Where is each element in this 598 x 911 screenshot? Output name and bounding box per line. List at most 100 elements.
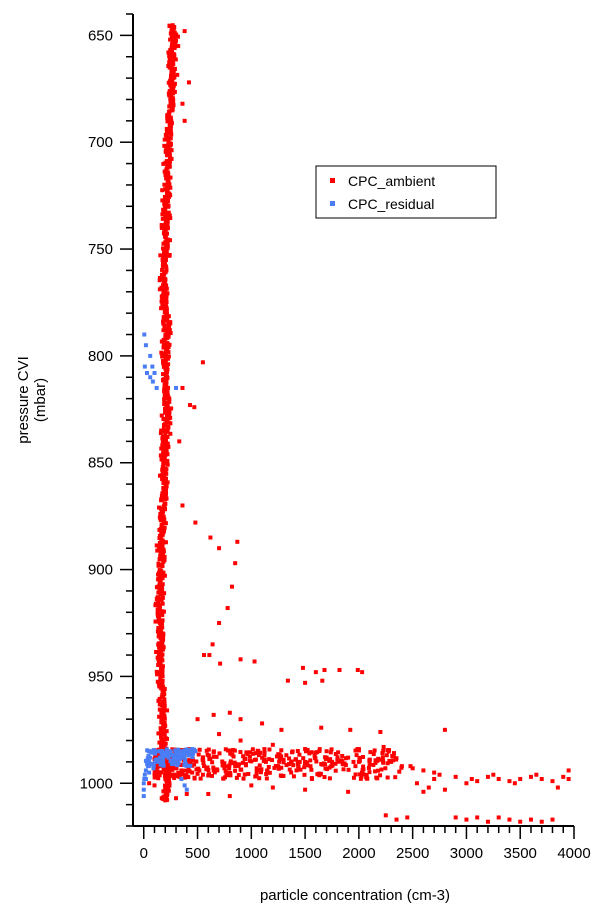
- data-point-cpc-ambient: [167, 773, 172, 778]
- data-point-cpc-ambient: [159, 225, 164, 230]
- legend-label-cpc-residual: CPC_residual: [348, 196, 434, 212]
- data-point-cpc-residual: [167, 750, 172, 755]
- data-point-cpc-ambient: [165, 356, 170, 361]
- data-point-cpc-ambient: [346, 767, 351, 772]
- data-point-cpc-residual: [150, 379, 155, 384]
- data-point-cpc-residual: [176, 750, 181, 755]
- data-point-cpc-residual: [182, 783, 187, 788]
- data-point-cpc-ambient: [161, 258, 166, 263]
- data-point-cpc-ambient: [167, 761, 172, 766]
- data-point-cpc-ambient: [163, 336, 168, 341]
- data-point-cpc-ambient: [380, 755, 385, 760]
- data-point-cpc-ambient: [159, 223, 164, 228]
- data-point-cpc-residual: [152, 370, 157, 375]
- data-point-cpc-ambient: [162, 473, 167, 478]
- data-point-cpc-ambient: [442, 787, 447, 792]
- data-point-cpc-ambient: [290, 749, 295, 754]
- data-point-cpc-ambient: [528, 817, 533, 822]
- data-point-cpc-residual: [170, 753, 175, 758]
- data-point-cpc-ambient: [242, 772, 247, 777]
- data-point-cpc-residual: [150, 364, 155, 369]
- data-point-cpc-ambient: [168, 431, 173, 436]
- data-point-cpc-ambient: [281, 757, 286, 762]
- data-point-cpc-ambient: [160, 680, 165, 685]
- data-point-cpc-residual: [154, 385, 159, 390]
- data-point-cpc-ambient: [162, 716, 167, 721]
- data-point-cpc-residual: [184, 750, 189, 755]
- data-point-cpc-ambient: [170, 767, 175, 772]
- data-point-cpc-ambient: [279, 748, 284, 753]
- data-point-cpc-ambient: [163, 318, 168, 323]
- data-point-cpc-ambient: [169, 29, 174, 34]
- data-point-cpc-ambient: [167, 65, 172, 70]
- data-point-cpc-ambient: [279, 727, 284, 732]
- data-point-cpc-ambient: [168, 185, 173, 190]
- data-point-cpc-ambient: [174, 38, 179, 43]
- data-point-cpc-ambient: [186, 80, 191, 85]
- data-point-cpc-ambient: [180, 770, 185, 775]
- data-point-cpc-ambient: [157, 649, 162, 654]
- data-point-cpc-ambient: [276, 764, 281, 769]
- data-point-cpc-ambient: [262, 753, 267, 758]
- data-point-cpc-ambient: [164, 145, 169, 150]
- data-point-cpc-ambient: [177, 774, 182, 779]
- data-point-cpc-ambient: [160, 601, 165, 606]
- data-point-cpc-ambient: [156, 577, 161, 582]
- data-point-cpc-ambient: [209, 773, 214, 778]
- data-point-cpc-residual: [148, 375, 153, 380]
- data-point-cpc-ambient: [163, 205, 168, 210]
- data-point-cpc-ambient: [158, 673, 163, 678]
- data-point-cpc-ambient: [254, 772, 259, 777]
- data-point-cpc-ambient: [161, 161, 166, 166]
- data-point-cpc-ambient: [267, 770, 272, 775]
- data-point-cpc-ambient: [168, 216, 173, 221]
- data-point-cpc-ambient: [162, 697, 167, 702]
- data-point-cpc-ambient: [162, 573, 167, 578]
- data-point-cpc-ambient: [162, 393, 167, 398]
- x-tick-label: 0: [140, 845, 148, 862]
- data-point-cpc-ambient: [270, 742, 275, 747]
- data-point-cpc-ambient: [432, 770, 437, 775]
- data-point-cpc-ambient: [308, 764, 313, 769]
- data-point-cpc-ambient: [414, 781, 419, 786]
- data-point-cpc-ambient: [166, 770, 171, 775]
- data-point-cpc-ambient: [507, 779, 512, 784]
- data-point-cpc-ambient: [383, 766, 388, 771]
- data-point-cpc-ambient: [179, 763, 184, 768]
- data-point-cpc-ambient: [159, 716, 164, 721]
- data-point-cpc-ambient: [163, 437, 168, 442]
- data-point-cpc-ambient: [353, 748, 358, 753]
- data-point-cpc-ambient: [375, 768, 380, 773]
- data-point-cpc-ambient: [162, 248, 167, 253]
- data-point-cpc-ambient: [161, 724, 166, 729]
- data-point-cpc-ambient: [346, 755, 351, 760]
- data-point-cpc-ambient: [161, 740, 166, 745]
- data-point-cpc-ambient: [307, 751, 312, 756]
- data-point-cpc-ambient: [167, 328, 172, 333]
- x-tick-label: 500: [185, 845, 210, 862]
- data-point-cpc-ambient: [159, 585, 164, 590]
- data-point-cpc-ambient: [206, 791, 211, 796]
- data-point-cpc-ambient: [303, 747, 308, 752]
- data-point-cpc-ambient: [312, 753, 317, 758]
- data-point-cpc-ambient: [254, 769, 259, 774]
- data-point-cpc-ambient: [173, 766, 178, 771]
- data-point-cpc-ambient: [159, 339, 164, 344]
- data-point-cpc-ambient: [361, 755, 366, 760]
- data-point-cpc-ambient: [164, 198, 169, 203]
- data-point-cpc-residual: [182, 755, 187, 760]
- data-point-cpc-ambient: [341, 767, 346, 772]
- data-point-cpc-ambient: [163, 521, 168, 526]
- data-point-cpc-ambient: [168, 101, 173, 106]
- data-point-cpc-ambient: [161, 417, 166, 422]
- data-point-cpc-ambient: [160, 701, 165, 706]
- data-point-cpc-ambient: [166, 314, 171, 319]
- data-point-cpc-ambient: [183, 773, 188, 778]
- data-point-cpc-ambient: [315, 750, 320, 755]
- data-point-cpc-ambient: [164, 126, 169, 131]
- data-point-cpc-residual: [182, 763, 187, 768]
- data-point-cpc-ambient: [239, 767, 244, 772]
- data-point-cpc-ambient: [364, 775, 369, 780]
- data-point-cpc-ambient: [155, 672, 160, 677]
- data-point-cpc-ambient: [208, 535, 213, 540]
